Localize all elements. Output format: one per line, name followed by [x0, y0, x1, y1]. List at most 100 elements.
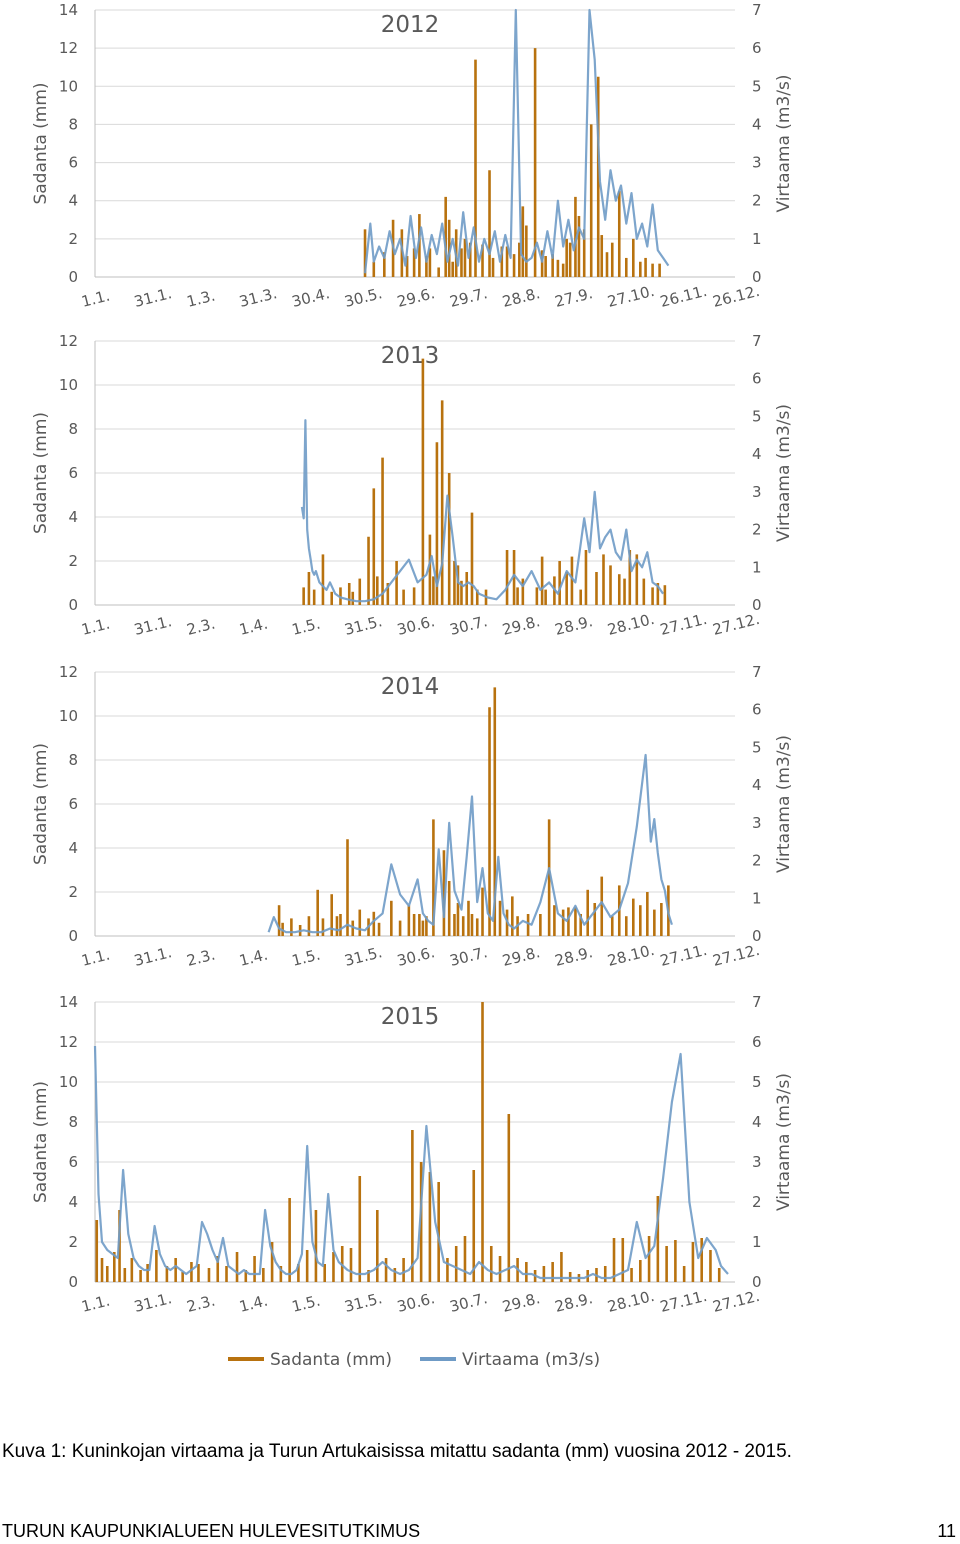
x-tick-label: 28.8. [500, 284, 541, 311]
virtaama-line [93, 1045, 729, 1280]
x-tick-label: 31.5. [343, 612, 384, 639]
x-tick-label: 29.8. [500, 612, 541, 639]
y-tick-label: 4 [68, 192, 78, 210]
y2-tick-label: 6 [752, 370, 762, 388]
y2-axis-title: Virtaama (m3/s) [774, 404, 794, 542]
y-tick-label: 10 [59, 1073, 78, 1091]
y2-tick-label: 3 [752, 814, 762, 832]
x-tick-label: 29.8. [500, 1289, 541, 1316]
x-tick-label: 28.10. [606, 941, 657, 970]
y-tick-label: 10 [59, 77, 78, 95]
y-tick-label: 10 [59, 376, 78, 394]
y-tick-label: 2 [68, 883, 78, 901]
y-tick-label: 4 [68, 508, 78, 526]
y-tick-label: 6 [68, 795, 78, 813]
y2-tick-label: 1 [752, 230, 762, 248]
y-tick-label: 8 [68, 420, 78, 438]
x-tick-label: 2.3. [185, 614, 217, 638]
y-tick-label: 6 [68, 154, 78, 172]
y2-tick-label: 5 [752, 77, 762, 95]
y2-tick-label: 3 [752, 483, 762, 501]
chart-title: 2012 [381, 12, 440, 38]
y2-tick-label: 2 [752, 852, 762, 870]
y2-tick-label: 0 [752, 268, 762, 286]
y2-tick-label: 0 [752, 927, 762, 945]
x-tick-label: 27.11. [658, 610, 709, 639]
y-axis-title: Sadanta (mm) [31, 82, 51, 204]
x-tick-label: 1.3. [185, 286, 217, 310]
y2-tick-label: 3 [752, 154, 762, 172]
virtaama-line [267, 753, 673, 934]
x-tick-label: 1.1. [80, 286, 112, 310]
y2-tick-label: 2 [752, 192, 762, 210]
x-tick-label: 30.6. [395, 1289, 436, 1316]
x-tick-label: 30.4. [290, 284, 331, 311]
y-tick-label: 6 [68, 1153, 78, 1171]
x-tick-label: 31.5. [343, 943, 384, 970]
chart-title: 2013 [381, 343, 440, 369]
x-tick-label: 30.6. [395, 612, 436, 639]
y-tick-label: 6 [68, 464, 78, 482]
x-tick-label: 26.12. [711, 282, 762, 311]
x-tick-label: 28.10. [606, 1287, 657, 1316]
x-tick-label: 30.7. [448, 612, 489, 639]
y-tick-label: 8 [68, 115, 78, 133]
y2-tick-label: 5 [752, 407, 762, 425]
y2-tick-label: 7 [752, 993, 762, 1011]
y-tick-label: 2 [68, 552, 78, 570]
chart-legend: Sadanta (mm) Virtaama (m3/s) [228, 1350, 600, 1370]
y2-tick-label: 7 [752, 1, 762, 19]
y-tick-label: 14 [59, 993, 78, 1011]
x-tick-label: 27.12. [711, 941, 762, 970]
footer-document-title: TURUN KAUPUNKIALUEEN HULEVESITUTKIMUS [2, 1521, 421, 1541]
x-tick-label: 30.6. [395, 943, 436, 970]
y2-tick-label: 2 [752, 1193, 762, 1211]
y2-tick-label: 6 [752, 701, 762, 719]
virtaama-line [300, 419, 665, 603]
y-axis-title: Sadanta (mm) [31, 1081, 51, 1203]
y2-tick-label: 1 [752, 889, 762, 907]
y-tick-label: 8 [68, 1113, 78, 1131]
x-tick-label: 1.5. [290, 1291, 322, 1315]
y2-axis-title: Virtaama (m3/s) [774, 74, 794, 212]
x-tick-label: 27.12. [711, 610, 762, 639]
x-tick-label: 28.9. [553, 943, 594, 970]
figure-caption: Kuva 1: Kuninkojan virtaama ja Turun Art… [2, 1441, 792, 1462]
y-tick-label: 10 [59, 707, 78, 725]
x-tick-label: 29.8. [500, 943, 541, 970]
y2-tick-label: 1 [752, 558, 762, 576]
footer-page-number: 11 [937, 1521, 956, 1541]
y2-tick-label: 4 [752, 445, 762, 463]
y-tick-label: 8 [68, 751, 78, 769]
x-tick-label: 31.1. [132, 612, 173, 639]
y2-tick-label: 0 [752, 596, 762, 614]
x-tick-label: 30.7. [448, 943, 489, 970]
y2-axis-title: Virtaama (m3/s) [774, 1073, 794, 1211]
y2-tick-label: 1 [752, 1233, 762, 1251]
series-sadanta [95, 1002, 721, 1282]
y-tick-label: 12 [59, 663, 78, 681]
y2-tick-label: 5 [752, 738, 762, 756]
x-tick-label: 1.1. [80, 945, 112, 969]
legend-sadanta-label: Sadanta (mm) [270, 1350, 392, 1370]
y-tick-label: 12 [59, 39, 78, 57]
x-tick-label: 28.9. [553, 612, 594, 639]
y-tick-label: 2 [68, 230, 78, 248]
x-tick-label: 31.5. [343, 1289, 384, 1316]
x-tick-label: 30.7. [448, 1289, 489, 1316]
chart-title: 2015 [381, 1004, 440, 1030]
y2-tick-label: 7 [752, 332, 762, 350]
legend-virtaama-label: Virtaama (m3/s) [462, 1350, 600, 1370]
x-tick-label: 28.10. [606, 610, 657, 639]
x-tick-label: 27.11. [658, 1287, 709, 1316]
y-tick-label: 4 [68, 839, 78, 857]
y-tick-label: 0 [68, 268, 78, 286]
x-tick-label: 2.3. [185, 945, 217, 969]
y2-tick-label: 6 [752, 1033, 762, 1051]
x-tick-label: 27.10. [606, 282, 657, 311]
